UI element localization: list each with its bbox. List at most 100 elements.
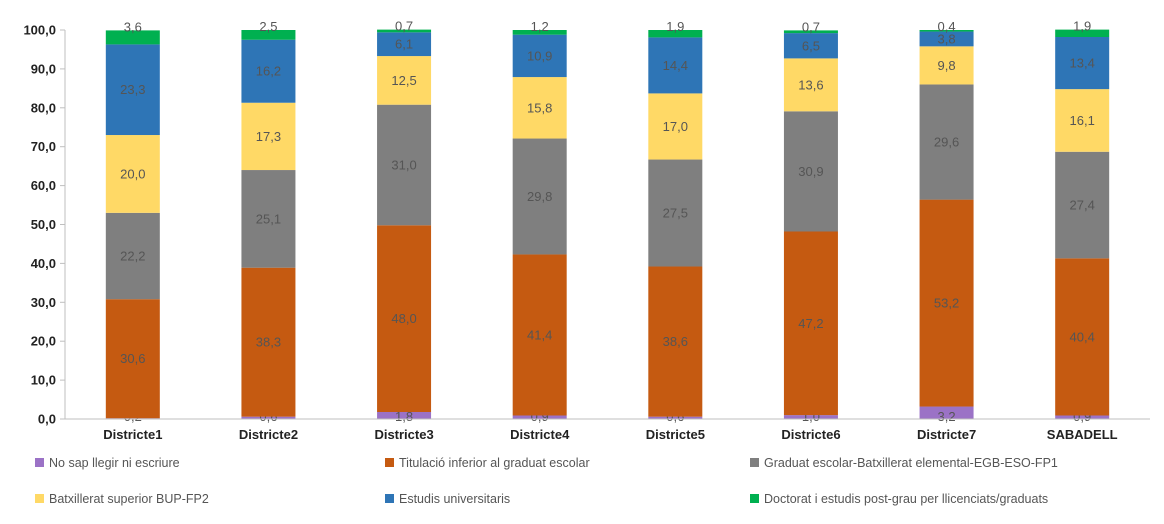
bar-segment xyxy=(648,416,703,419)
data-label: 16,1 xyxy=(1070,113,1095,128)
bar-segment xyxy=(512,34,567,78)
bar-segment xyxy=(377,104,432,226)
bar-segment xyxy=(105,212,160,300)
bar-segment xyxy=(512,254,567,416)
data-label: 47,2 xyxy=(798,316,823,331)
y-tick-label: 60,0 xyxy=(31,178,56,193)
legend: No sap llegir ni escriure Titulació infer… xyxy=(35,456,1058,506)
bar-stacks: 0,230,622,220,023,33,60,638,325,117,316,… xyxy=(105,19,1110,424)
data-label: 13,6 xyxy=(798,77,823,92)
bar-segment xyxy=(241,39,296,103)
x-axis: Districte1 Districte2 Districte3 Districte4… xyxy=(65,418,1150,442)
data-label: 31,0 xyxy=(391,157,416,172)
data-label: 9,8 xyxy=(938,58,956,73)
legend-item: Estudis universitaris xyxy=(385,492,510,506)
bar-segment xyxy=(512,138,567,255)
data-label: 17,0 xyxy=(663,119,688,134)
bar-segment xyxy=(783,111,838,232)
bar-segment xyxy=(648,93,703,160)
data-label: 1,9 xyxy=(1073,19,1091,34)
data-label: 6,1 xyxy=(395,37,413,52)
bar-segment xyxy=(241,30,296,40)
bar-segment xyxy=(648,159,703,267)
data-label: 12,5 xyxy=(391,73,416,88)
data-label: 27,4 xyxy=(1070,198,1095,213)
data-label: 3,6 xyxy=(124,19,142,34)
data-label: 38,3 xyxy=(256,335,281,350)
bar-segment xyxy=(919,199,974,407)
data-label: 48,0 xyxy=(391,311,416,326)
bar-stack: 0,940,427,416,113,41,9 xyxy=(1055,19,1110,424)
data-label: 14,4 xyxy=(663,58,688,73)
x-tick-label: Districte5 xyxy=(646,427,705,442)
data-label: 1,2 xyxy=(531,19,549,34)
x-tick-label: Districte2 xyxy=(239,427,298,442)
data-label: 1,8 xyxy=(395,409,413,424)
bar-segment xyxy=(241,267,296,417)
bar-segment xyxy=(783,30,838,34)
data-label: 38,6 xyxy=(663,334,688,349)
data-label: 16,2 xyxy=(256,64,281,79)
bar-segment xyxy=(783,33,838,59)
legend-swatch xyxy=(385,494,394,503)
bar-segment xyxy=(919,84,974,200)
legend-label: Titulació inferior al graduat escolar xyxy=(399,456,590,470)
bar-stack: 0,230,622,220,023,33,6 xyxy=(105,19,160,424)
data-label: 22,2 xyxy=(120,249,145,264)
y-tick-label: 20,0 xyxy=(31,334,56,349)
bar-segment xyxy=(377,411,432,419)
data-label: 30,9 xyxy=(798,164,823,179)
y-tick-label: 40,0 xyxy=(31,256,56,271)
bar-stack: 3,2 53,2 29,6 9,8 3,80,4 xyxy=(919,19,974,424)
y-tick-label: 100,0 xyxy=(23,23,56,38)
legend-swatch xyxy=(750,494,759,503)
data-label: 6,5 xyxy=(802,38,820,53)
legend-item: Graduat escolar-Batxillerat elemental-EG… xyxy=(750,456,1058,470)
bar-segment xyxy=(783,415,838,419)
y-axis: 0,0 10,0 20,0 30,0 40,0 50,0 60,0 70,0 80,0 90,0 1… xyxy=(23,23,66,427)
legend-label: No sap llegir ni escriure xyxy=(49,456,180,470)
bar-segment xyxy=(1055,29,1110,38)
bar-segment xyxy=(1055,258,1110,416)
bar-stack: 0,638,627,517,014,41,9 xyxy=(648,19,703,424)
x-tick-label: Districte7 xyxy=(917,427,976,442)
y-tick-label: 0,0 xyxy=(38,412,56,427)
y-tick-label: 50,0 xyxy=(31,217,56,232)
data-label: 20,0 xyxy=(120,166,145,181)
data-label: 23,3 xyxy=(120,82,145,97)
data-label: 25,1 xyxy=(256,211,281,226)
y-tick-label: 30,0 xyxy=(31,295,56,310)
bar-segment xyxy=(512,30,567,35)
data-label: 0,7 xyxy=(802,19,820,34)
legend-label: Doctorat i estudis post-grau per llicenc… xyxy=(764,492,1048,506)
bar-stack: 0,638,325,117,316,22,5 xyxy=(241,19,296,424)
legend-label: Estudis universitaris xyxy=(399,492,510,506)
legend-swatch xyxy=(750,458,759,467)
bar-segment xyxy=(648,30,703,38)
data-label: 29,8 xyxy=(527,189,552,204)
legend-item: Batxillerat superior BUP-FP2 xyxy=(35,492,209,506)
data-label: 0,4 xyxy=(938,19,956,34)
data-label: 17,3 xyxy=(256,129,281,144)
bar-segment xyxy=(919,31,974,47)
bar-segment xyxy=(919,46,974,85)
x-tick-label: Districte4 xyxy=(510,427,570,442)
data-label: 53,2 xyxy=(934,296,959,311)
y-tick-label: 10,0 xyxy=(31,373,56,388)
data-label: 30,6 xyxy=(120,351,145,366)
bar-segment xyxy=(105,299,160,419)
data-label: 3,8 xyxy=(938,31,956,46)
bar-segment xyxy=(105,30,160,45)
bar-stack: 0,941,429,815,810,91,2 xyxy=(512,19,567,424)
legend-label: Graduat escolar-Batxillerat elemental-EG… xyxy=(764,456,1058,470)
bar-stack: 1,8 48,0 31,0 12,5 6,1 0,7 xyxy=(377,19,432,424)
legend-item: Titulació inferior al graduat escolar xyxy=(385,456,590,470)
bar-segment xyxy=(241,170,296,268)
bar-segment xyxy=(512,415,567,419)
bar-segment xyxy=(1055,89,1110,152)
x-tick-label: Districte3 xyxy=(374,427,433,442)
bar-segment xyxy=(783,58,838,112)
bar-segment xyxy=(919,406,974,419)
bar-segment xyxy=(241,416,296,419)
